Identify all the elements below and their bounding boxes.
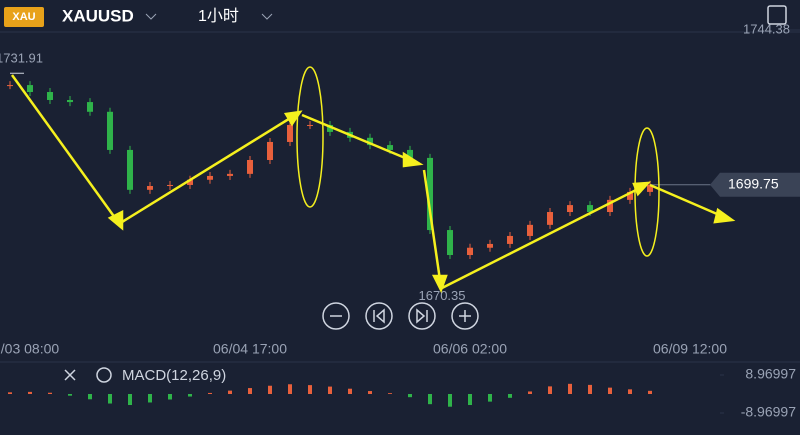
- macd-bar: [428, 394, 432, 405]
- close-indicator[interactable]: [64, 369, 76, 381]
- x-tick-label: 06/09 12:00: [653, 341, 727, 357]
- trend-arrows: [10, 66, 736, 294]
- candle: [247, 159, 253, 174]
- candle: [527, 224, 533, 236]
- macd-bar: [608, 387, 612, 394]
- candle: [627, 191, 633, 200]
- y-tick-label: -8.96997: [741, 404, 796, 420]
- candle: [287, 124, 293, 142]
- macd-bar: [188, 394, 192, 397]
- macd-bar: [488, 394, 492, 402]
- zoom-out[interactable]: [322, 302, 350, 330]
- candle: [547, 212, 553, 225]
- layout-button[interactable]: [767, 5, 787, 25]
- high-label: 1731.91: [0, 51, 43, 66]
- macd-bar: [308, 385, 312, 394]
- macd-bar: [248, 388, 252, 394]
- macd-bar: [528, 391, 532, 394]
- candle: [327, 124, 333, 132]
- candle: [187, 179, 193, 185]
- candle: [107, 111, 113, 150]
- candle: [567, 205, 573, 213]
- candle: [307, 124, 313, 126]
- zoom-controls: [322, 302, 479, 330]
- x-tick-label: 06/04 17:00: [213, 341, 287, 357]
- symbol[interactable]: XAUUSD: [62, 6, 134, 25]
- low-label: 1670.35: [419, 288, 466, 303]
- x-tick-label: 06/06 02:00: [433, 341, 507, 357]
- candle: [227, 173, 233, 176]
- macd-bar: [68, 394, 72, 396]
- indicator-title: MACD(12,26,9): [122, 367, 226, 384]
- candle: [7, 85, 13, 87]
- candle: [167, 184, 173, 187]
- y-tick-label: 8.96997: [745, 366, 796, 382]
- macd-bar: [168, 394, 172, 400]
- macd-bar: [408, 394, 412, 398]
- macd-bar: [508, 394, 512, 398]
- badge: [4, 7, 44, 27]
- candle: [587, 205, 593, 213]
- candle: [147, 186, 153, 190]
- macd-bar: [548, 386, 552, 394]
- candle: [407, 149, 413, 158]
- macd-bar: [468, 394, 472, 406]
- candle: [447, 230, 453, 256]
- macd-bar: [328, 386, 332, 394]
- macd-bar: [348, 388, 352, 394]
- macd-bar: [48, 392, 52, 394]
- interval-dropdown[interactable]: [261, 13, 273, 20]
- macd-bar: [628, 389, 632, 394]
- symbol-dropdown[interactable]: [145, 13, 157, 20]
- macd-bar: [148, 394, 152, 403]
- candle: [427, 157, 433, 231]
- macd-bar: [8, 392, 12, 394]
- macd-bar: [288, 384, 292, 394]
- candle: [367, 137, 373, 146]
- macd-bar: [448, 394, 452, 407]
- candle: [467, 247, 473, 256]
- macd-bar: [128, 394, 132, 406]
- y-tick-label: 1744.38: [743, 21, 790, 36]
- candle: [87, 102, 93, 112]
- badge-text: XAU: [12, 11, 35, 23]
- candle: [127, 149, 133, 190]
- candle: [607, 199, 613, 213]
- candle: [267, 141, 273, 160]
- x-tick-label: /03 08:00: [1, 341, 60, 357]
- macd-bar: [88, 394, 92, 400]
- interval[interactable]: 1小时: [198, 7, 239, 25]
- macd-bar: [588, 384, 592, 394]
- candle: [27, 85, 33, 93]
- macd-bar: [108, 394, 112, 404]
- macd-chart: 8.96997 -8.96997: [8, 366, 796, 420]
- candle: [487, 243, 493, 248]
- macd-bar: [388, 393, 392, 394]
- macd-bar: [28, 391, 32, 394]
- indicator-settings[interactable]: [96, 367, 112, 383]
- last-price-label: 1699.75: [728, 175, 779, 191]
- candle: [507, 235, 513, 244]
- candle: [647, 184, 653, 192]
- candle: [67, 99, 73, 103]
- macd-bar: [268, 385, 272, 394]
- last-price-tag: [710, 172, 800, 197]
- scroll-end[interactable]: [408, 302, 436, 330]
- macd-bar: [648, 390, 652, 394]
- price-chart: 1744.38/03 08:00 06/04 17:00 06/06 02:00 06…: [0, 21, 800, 357]
- macd-bar: [368, 391, 372, 394]
- macd-bar: [568, 383, 572, 394]
- scroll-start[interactable]: [365, 302, 393, 330]
- zoom-in[interactable]: [451, 302, 479, 330]
- candle: [47, 92, 53, 100]
- macd-bar: [228, 390, 232, 394]
- candle: [387, 145, 393, 150]
- macd-bar: [208, 392, 212, 394]
- candle: [207, 175, 213, 180]
